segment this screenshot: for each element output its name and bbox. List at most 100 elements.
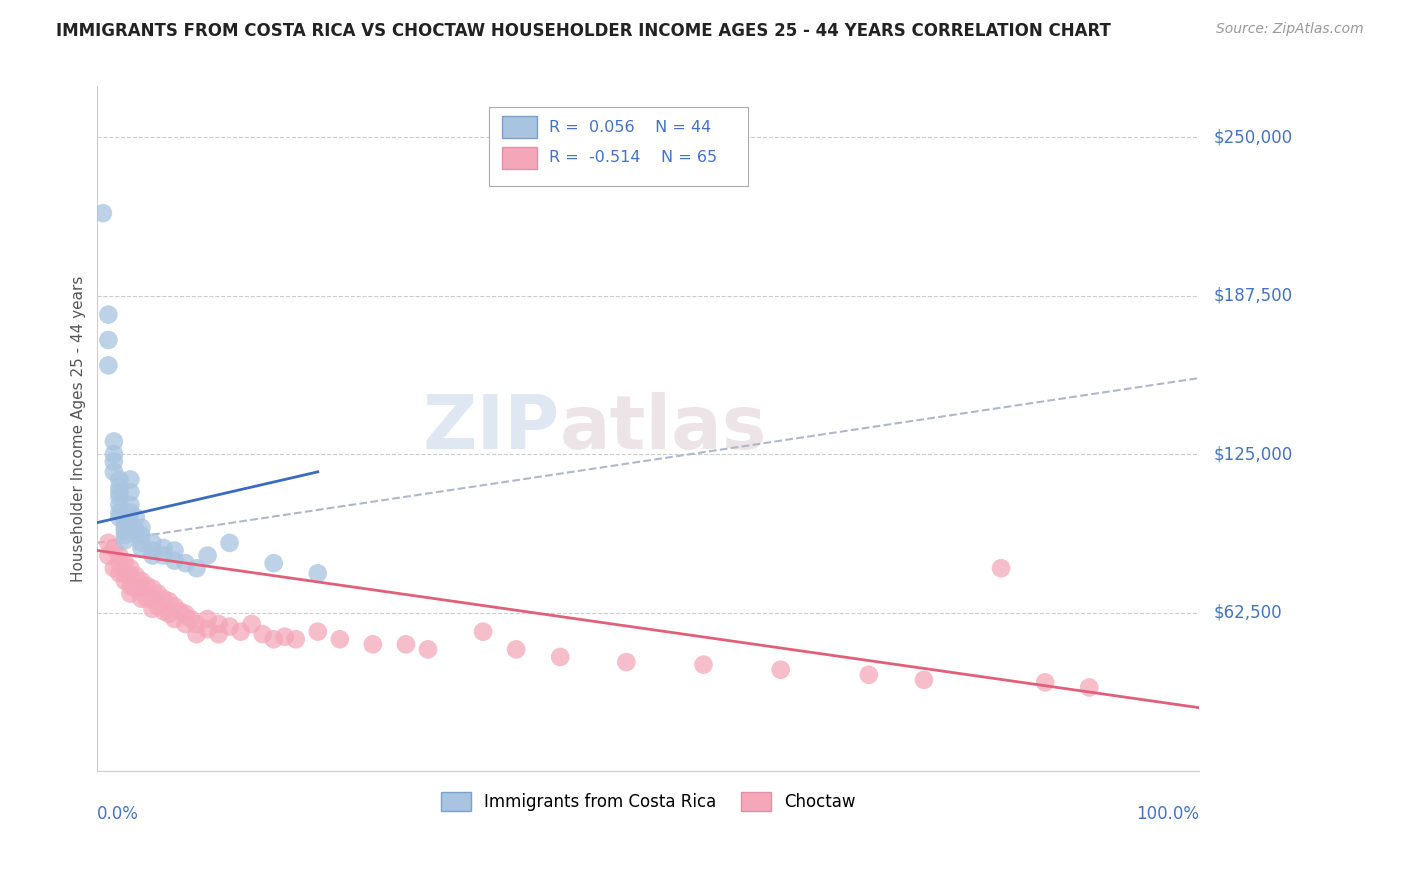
Point (108, 556, 131, 570)
Point (163, 599, 186, 614)
Point (307, 566, 329, 581)
Point (207, 617, 229, 632)
Point (263, 556, 285, 570)
Point (120, 579, 142, 593)
Point (120, 505, 142, 519)
Point (120, 561, 142, 575)
Point (141, 536, 163, 550)
Point (131, 541, 153, 555)
Point (131, 591, 153, 606)
Point (114, 566, 136, 581)
Text: $250,000: $250,000 (1213, 128, 1292, 146)
Point (131, 582, 153, 596)
Point (114, 521, 136, 535)
Point (131, 528, 153, 542)
Point (120, 586, 142, 600)
Point (240, 617, 263, 632)
Point (174, 607, 197, 621)
Point (125, 569, 148, 583)
Point (108, 510, 131, 524)
Point (152, 604, 174, 618)
Text: ZIP: ZIP (423, 392, 560, 466)
Text: R =  0.056    N = 44: R = 0.056 N = 44 (550, 120, 711, 135)
Point (108, 505, 131, 519)
Point (207, 627, 229, 641)
Point (416, 642, 439, 657)
Point (263, 632, 285, 647)
Point (1033, 675, 1056, 690)
Point (103, 561, 125, 575)
Point (114, 574, 136, 588)
Point (273, 630, 295, 644)
Point (1078, 681, 1101, 695)
Point (692, 657, 714, 672)
Point (120, 473, 142, 487)
Point (912, 673, 935, 687)
Point (769, 663, 792, 677)
Point (152, 591, 174, 606)
Point (120, 569, 142, 583)
Point (114, 533, 136, 548)
Point (120, 498, 142, 512)
Point (614, 655, 637, 669)
Point (108, 566, 131, 581)
Point (157, 607, 180, 621)
Point (186, 627, 208, 641)
Point (114, 556, 136, 570)
Point (103, 455, 125, 469)
Point (108, 473, 131, 487)
Point (125, 523, 148, 537)
Text: 0.0%: 0.0% (97, 805, 139, 823)
Point (91, 206, 114, 220)
Point (472, 624, 495, 639)
Text: atlas: atlas (560, 392, 768, 466)
Point (125, 510, 148, 524)
Point (858, 667, 880, 681)
Point (197, 549, 219, 563)
Point (108, 498, 131, 512)
Point (97, 549, 120, 563)
Point (163, 543, 186, 558)
Point (136, 591, 159, 606)
Point (141, 591, 163, 606)
Text: 100.0%: 100.0% (1136, 805, 1199, 823)
Point (218, 536, 240, 550)
Point (146, 599, 169, 614)
Point (131, 574, 153, 588)
Point (180, 612, 202, 626)
Point (97, 308, 120, 322)
Y-axis label: Householder Income Ages 25 - 44 years: Householder Income Ages 25 - 44 years (72, 276, 86, 582)
Point (197, 612, 219, 626)
FancyBboxPatch shape (502, 117, 537, 138)
Text: IMMIGRANTS FROM COSTA RICA VS CHOCTAW HOUSEHOLDER INCOME AGES 25 - 44 YEARS CORR: IMMIGRANTS FROM COSTA RICA VS CHOCTAW HO… (56, 22, 1111, 40)
Point (120, 516, 142, 530)
Point (361, 637, 384, 651)
Point (329, 632, 352, 647)
Point (125, 582, 148, 596)
Text: $187,500: $187,500 (1213, 286, 1292, 304)
Point (103, 434, 125, 449)
Point (169, 604, 191, 618)
Point (103, 465, 125, 479)
Point (174, 556, 197, 570)
Text: Source: ZipAtlas.com: Source: ZipAtlas.com (1216, 22, 1364, 37)
FancyBboxPatch shape (502, 146, 537, 169)
Point (141, 543, 163, 558)
Point (108, 485, 131, 500)
Point (186, 561, 208, 575)
Point (174, 617, 197, 632)
Point (108, 490, 131, 504)
Point (186, 617, 208, 632)
Point (146, 586, 169, 600)
Point (131, 536, 153, 550)
Point (152, 541, 174, 555)
Point (252, 627, 274, 641)
FancyBboxPatch shape (489, 107, 748, 186)
Point (114, 516, 136, 530)
Point (197, 622, 219, 636)
Point (218, 619, 240, 633)
Point (157, 594, 180, 608)
Legend: Immigrants from Costa Rica, Choctaw: Immigrants from Costa Rica, Choctaw (434, 785, 863, 818)
Point (114, 523, 136, 537)
Point (120, 485, 142, 500)
